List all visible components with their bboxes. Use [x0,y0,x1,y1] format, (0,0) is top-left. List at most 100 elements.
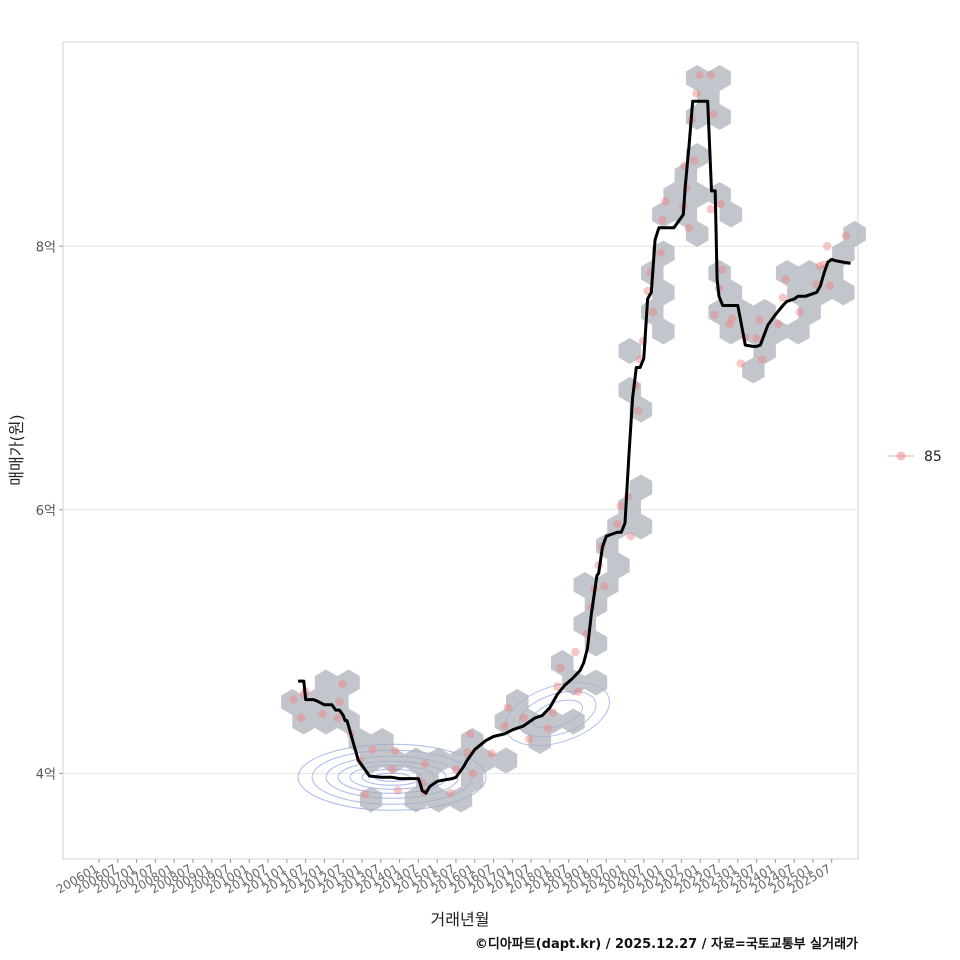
transaction-point [335,697,344,707]
hexbin-cell [427,786,450,813]
hexbin-cell [607,552,630,579]
hexbin-layer [281,65,866,813]
transaction-point [658,215,667,225]
transaction-point [752,334,761,343]
hexbin-cell [427,747,450,774]
hexbin-cell [292,708,315,735]
hexbin-cell [326,689,349,715]
hexbin-cell [506,689,529,715]
hexbin-cell [404,786,428,813]
transaction-point [525,734,534,744]
hexbin-cell [685,143,709,169]
hexbin-cell [764,318,788,345]
transaction-point [556,663,565,673]
legend-label: 85 [924,449,942,465]
transaction-point [296,713,306,723]
transaction-point [390,746,400,756]
transaction-point [543,724,553,733]
hexbin-cell [832,279,855,306]
transaction-point [318,709,327,719]
transaction-point [710,310,719,319]
hexbin-cell [719,318,743,345]
transaction-point [571,647,580,657]
hexbin-cell [697,84,720,111]
legend: 85 [888,449,942,465]
hexbin-cell [742,318,765,345]
transaction-point [815,261,824,271]
hexbin-cell [629,513,653,540]
hexbin-cell [584,630,608,657]
transaction-point [289,695,298,704]
x-axis-title: 거래년월 [431,910,490,929]
transaction-point [695,70,704,80]
transaction-point [692,89,701,98]
transaction-point [706,70,715,80]
transaction-point [822,242,832,251]
transaction-point [446,788,455,798]
transaction-point [420,759,430,769]
transaction-point [600,582,609,591]
transaction-point [548,708,558,717]
hexbin-cell [629,474,653,501]
moving-average-layer [298,99,851,795]
plot-panel [62,41,859,860]
hexbin-cell [494,747,518,774]
transaction-point [553,682,562,691]
hexbin-cell [843,221,866,247]
transaction-point [487,749,496,758]
y-axis-title: 매매가(원) [7,414,26,485]
transaction-point [338,679,347,688]
hexbin-cell [562,669,585,696]
hexbin-cell [685,221,709,247]
transaction-point [709,110,718,119]
hexbin-cell [787,318,810,345]
transaction-point [451,765,461,774]
hexbin-cell [314,669,338,696]
transaction-point [795,307,804,317]
hexbin-cell [562,708,585,735]
hexbin-cell [573,572,596,598]
hexbin-cell [461,767,484,793]
transaction-point [360,790,370,799]
transaction-point [503,703,513,712]
transaction-point [778,293,788,302]
hexbin-cell [303,689,327,715]
transaction-point [725,319,734,329]
transaction-point [841,231,851,240]
hexbin-cell [371,728,394,754]
transaction-point [387,765,397,774]
transaction-point [727,314,737,323]
hexbin-cell [359,786,383,813]
hexbin-cell [719,279,743,306]
moving-average-line [298,99,851,795]
transaction-point [573,687,583,696]
hexbin-cell [663,182,686,208]
transaction-point [649,307,658,317]
hexbin-cell [596,572,619,598]
transaction-point [684,223,694,233]
hexbin-cell [809,279,833,306]
hexbin-cell [449,747,473,774]
hexbin-cell [798,299,821,325]
transaction-point [774,319,783,329]
hexbin-cell [449,786,473,813]
hexbin-cell [742,357,765,384]
transaction-point [633,406,643,416]
transaction-point [706,205,715,214]
hexbin-cell [472,747,495,774]
hexbin-cell [528,728,551,754]
hexbin-cell [618,338,641,364]
legend-point [896,451,906,461]
hexbin-cell [359,747,383,774]
transaction-point [825,281,835,290]
hexbin-cell [652,279,675,306]
transaction-point [690,156,699,165]
hexbin-cell [404,747,428,774]
y-tick-label: 6억 [36,504,56,519]
transaction-point [656,248,665,258]
transaction-point [613,520,622,529]
hexbin-cell [775,260,799,286]
hexbin-cell [685,65,709,91]
transaction-point [717,265,727,275]
hexbin-cell [494,708,518,735]
